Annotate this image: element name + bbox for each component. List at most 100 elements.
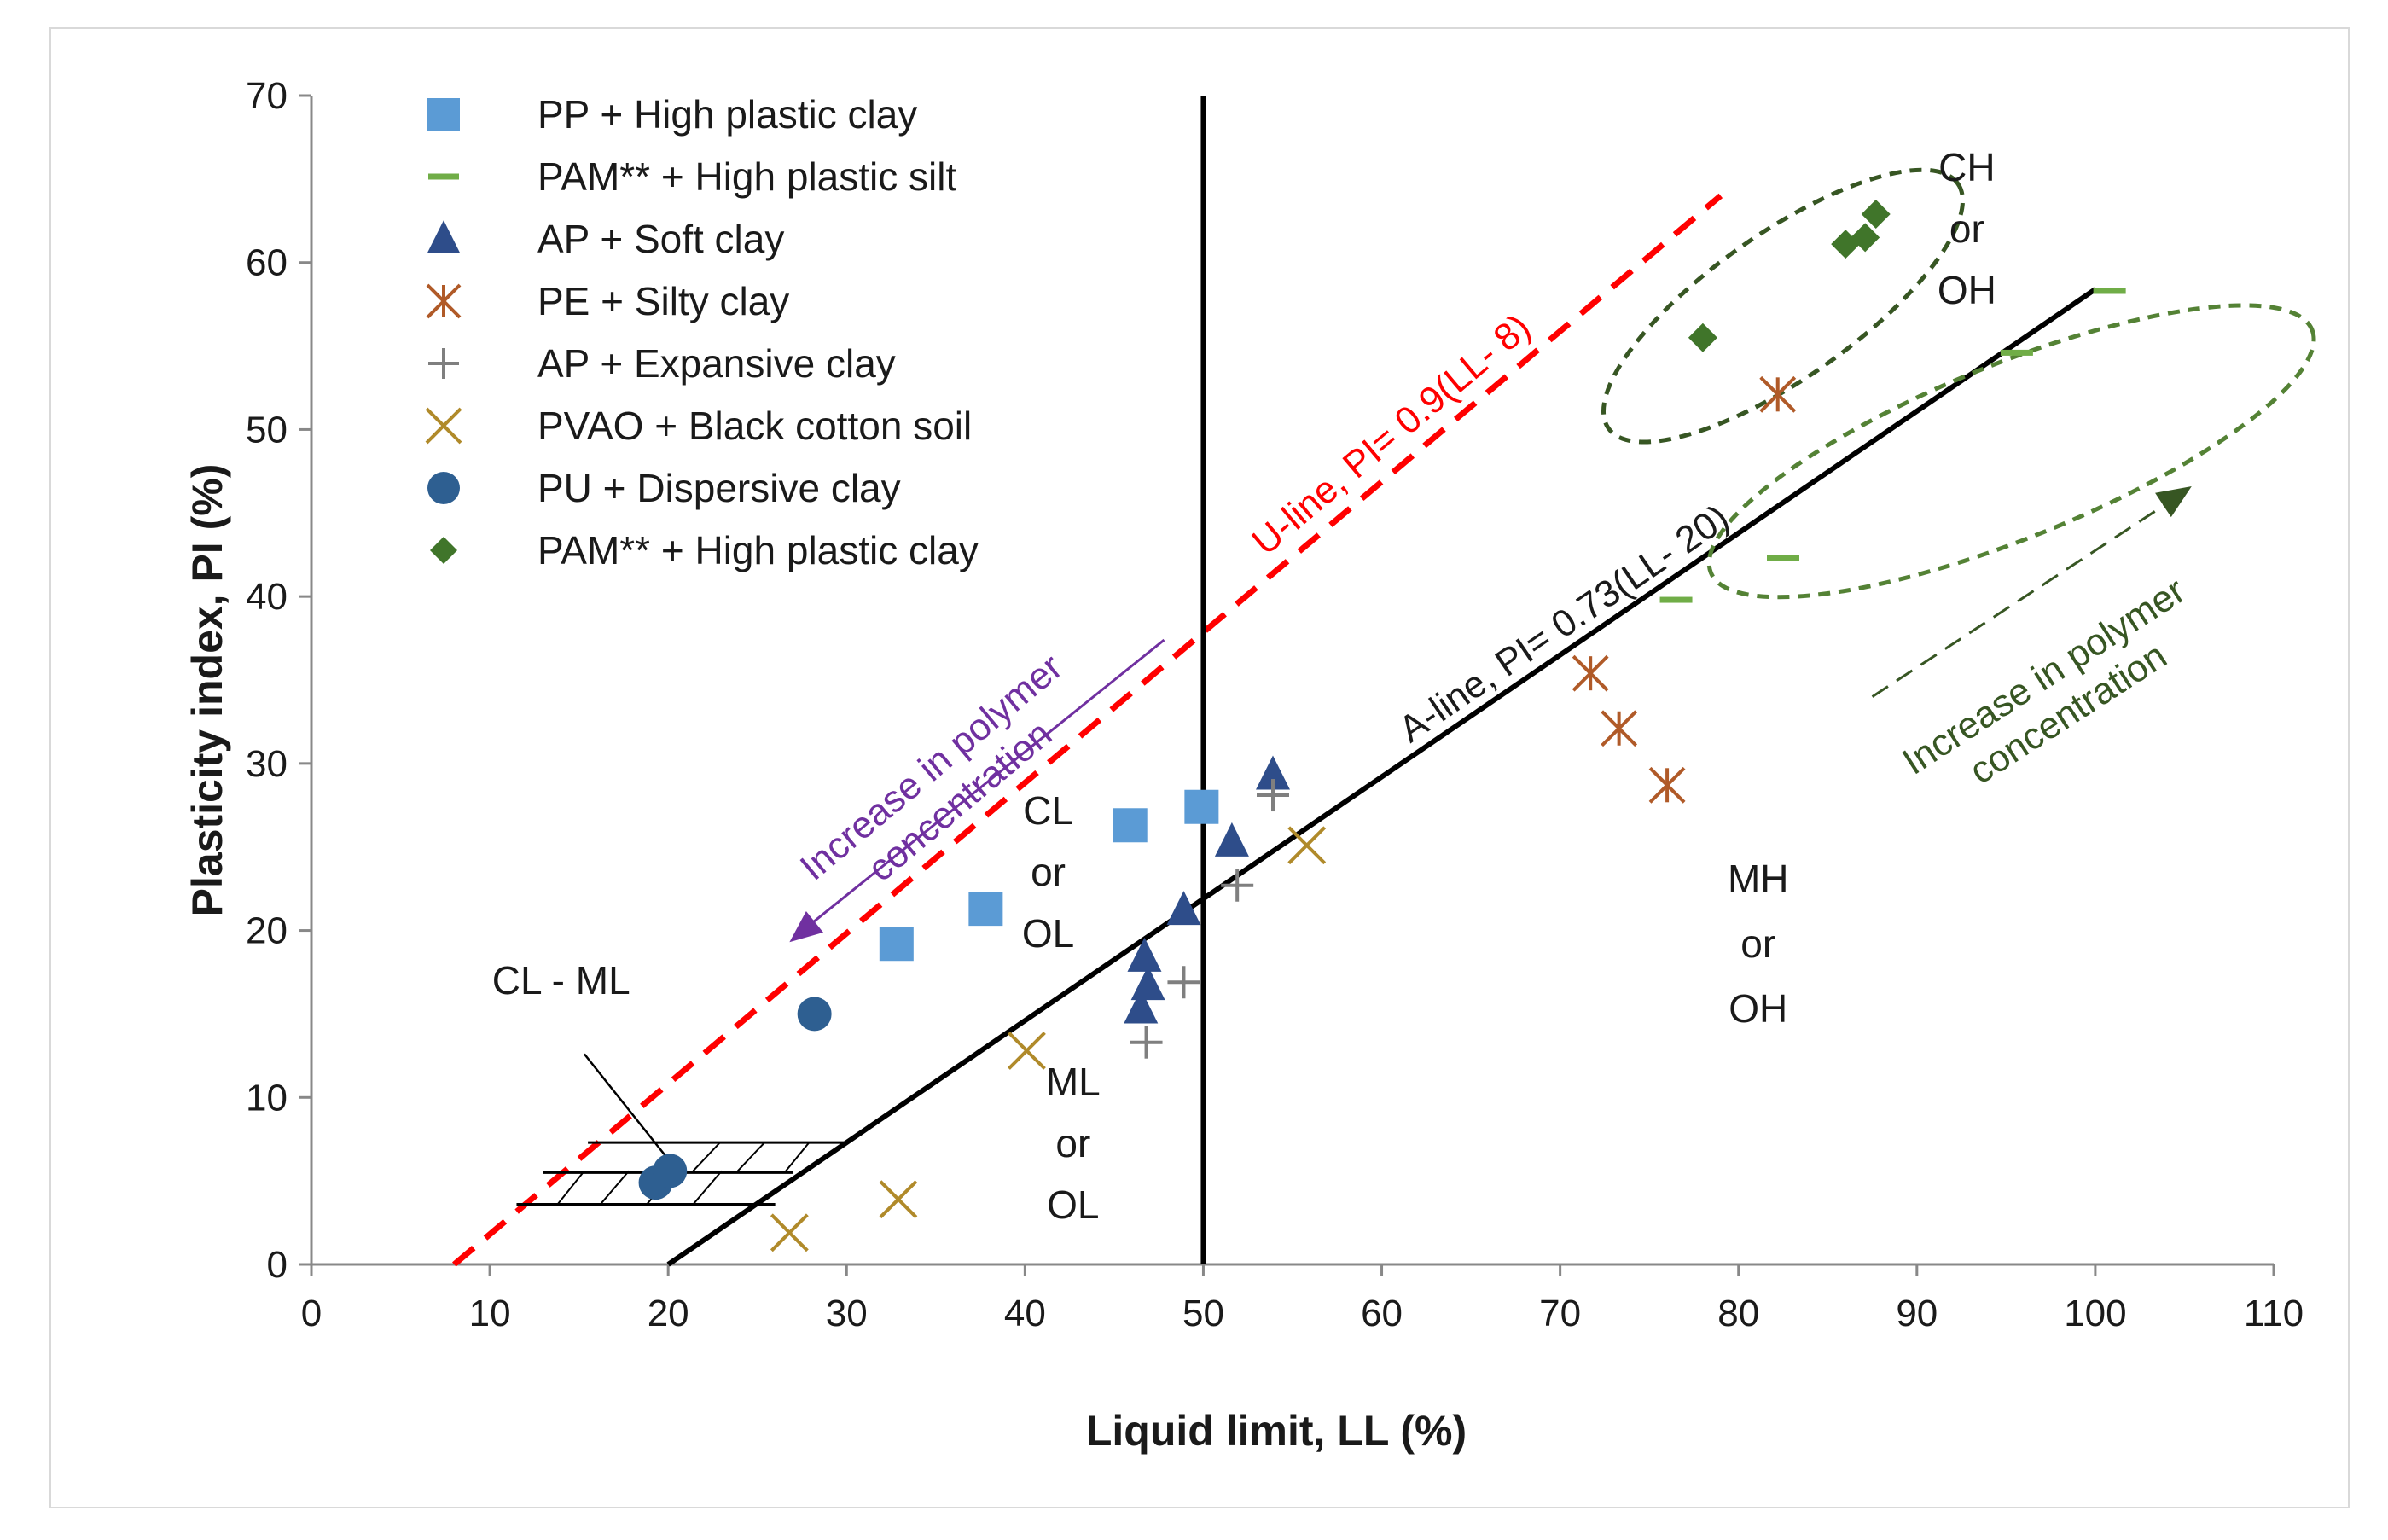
y-tick-label: 50 [246,409,288,450]
plasticity-chart: 0 10 20 30 40 50 60 70 80 90 100 110 0 10 20 30 40 50 60 70… [183,75,2316,1455]
point-plus-4-0 [1130,1026,1163,1059]
zone-cl-label-0: CL [1023,788,1073,833]
hatch-stroke [556,1170,585,1206]
hatch-stroke [692,1142,721,1172]
legend-marker-1 [428,173,459,180]
point-asterisk-3-0 [1572,654,1609,692]
y-tick-label: 60 [246,242,288,284]
data-points [638,199,2126,1252]
zone-ch-label-0: CH [1938,145,1995,189]
legend-label-7: PAM** + High plastic clay [537,528,979,572]
point-dash-1-2 [2000,349,2033,356]
y-tick-label: 20 [246,910,288,952]
point-diamond-7-2 [1851,223,1880,253]
point-plus-4-2 [1221,869,1254,902]
y-tick-label: 70 [246,75,288,117]
zone-cl-label-1: or [1031,850,1066,894]
point-x-5-2-b [1008,1032,1046,1070]
legend-marker-2 [427,220,460,253]
point-triangle-2-2 [1127,937,1162,972]
point-triangle-2-4 [1214,822,1249,857]
pam-silt-ellipse [1706,303,2316,600]
x-tick-label: 30 [826,1293,868,1334]
legend: PP + High plastic clay PAM** + High plast… [425,92,979,572]
x-tick-label: 80 [1717,1293,1759,1334]
purple-arrow-head [789,910,823,943]
point-square-0-0 [879,927,914,962]
point-diamond-7-3 [1861,199,1891,229]
zone-ch-label-2: OH [1938,268,1996,312]
x-tick-label: 90 [1896,1293,1938,1334]
point-triangle-2-5 [1256,755,1290,790]
point-square-0-1 [968,892,1003,927]
point-dash-1-0 [1659,596,1693,603]
a-line-label: A-line, PI= 0.73(LL- 20) [1392,497,1736,751]
point-plus-4-1 [1167,966,1200,999]
zone-mh-label-1: or [1740,921,1775,966]
y-tick-label: 40 [246,576,288,618]
legend-marker-7 [430,537,457,564]
y-tick-label: 0 [267,1244,288,1286]
zone-ml-label-0: ML [1046,1060,1101,1104]
point-circle-6-1 [653,1154,688,1188]
point-x-5-0-b [770,1213,809,1252]
zone-cl-ml-label: CL - ML [492,958,630,1002]
x-tick-label: 60 [1361,1293,1403,1334]
zone-ch-label-1: or [1949,206,1984,251]
x-axis-label: Liquid limit, LL (%) [1086,1407,1467,1455]
x-tick-label: 110 [2244,1293,2304,1334]
x-tick-label: 50 [1182,1293,1224,1334]
x-tick-label: 40 [1004,1293,1046,1334]
reference-lines: U-line, PI= 0.9(LL- 8)A-line, PI= 0.73(L… [452,96,2097,1267]
legend-marker-4 [428,348,459,379]
legend-label-0: PP + High plastic clay [537,92,917,137]
point-triangle-2-1 [1130,966,1165,1001]
point-x-5-2 [1008,1032,1046,1070]
green-arrow-shaft [1871,496,2177,698]
zone-ml-label-1: or [1055,1121,1090,1165]
hatch-stroke [736,1142,765,1172]
point-asterisk-3-3 [1759,375,1797,413]
point-triangle-2-0 [1124,989,1159,1024]
u-line-label: U-line, PI= 0.9(LL- 8) [1244,306,1538,564]
x-tick-label: 100 [2064,1293,2126,1334]
zone-mh-label-2: OH [1729,986,1787,1031]
point-x-5-1 [879,1180,918,1219]
y-tick-label: 10 [246,1077,288,1119]
point-asterisk-3-1 [1601,710,1638,747]
hatch-stroke [785,1142,811,1172]
legend-marker-0 [427,98,460,131]
legend-label-6: PU + Dispersive clay [537,466,901,510]
point-x-5-3-b [1287,826,1327,865]
cl-ml-leader [583,1053,675,1167]
legend-label-3: PE + Silty clay [537,279,789,323]
point-asterisk-3-2 [1648,766,1686,804]
point-dash-1-3 [2093,288,2126,294]
a-line-line [666,287,2097,1267]
point-circle-6-2 [797,997,832,1032]
legend-label-1: PAM** + High plastic silt [537,154,956,199]
point-x-5-1-b [879,1180,918,1219]
point-square-0-3 [1184,789,1219,824]
point-dash-1-1 [1767,555,1799,561]
point-x-5-0 [770,1213,809,1252]
y-tick-label: 30 [246,743,288,785]
legend-marker-5-b [425,407,462,445]
purple-arrow-shaft [802,638,1165,932]
legend-label-5: PVAO + Black cotton soil [537,404,972,448]
x-tick-label: 0 [301,1293,322,1334]
zone-mh-label-0: MH [1728,857,1789,901]
x-tick-label: 20 [648,1293,689,1334]
hatch-stroke [599,1170,630,1206]
y-axis-label: Plasticity index, PI (%) [183,464,231,917]
pam-clay-ellipse [1601,167,1966,445]
x-tick-label: 10 [469,1293,511,1334]
zone-ml-label-2: OL [1047,1183,1099,1227]
legend-marker-6 [427,472,460,504]
legend-marker-5 [425,407,462,445]
point-triangle-2-3 [1166,891,1201,926]
point-plus-4-3 [1257,779,1289,812]
legend-label-2: AP + Soft clay [537,217,784,261]
legend-marker-3 [426,283,462,319]
zone-cl-label-2: OL [1022,911,1074,956]
